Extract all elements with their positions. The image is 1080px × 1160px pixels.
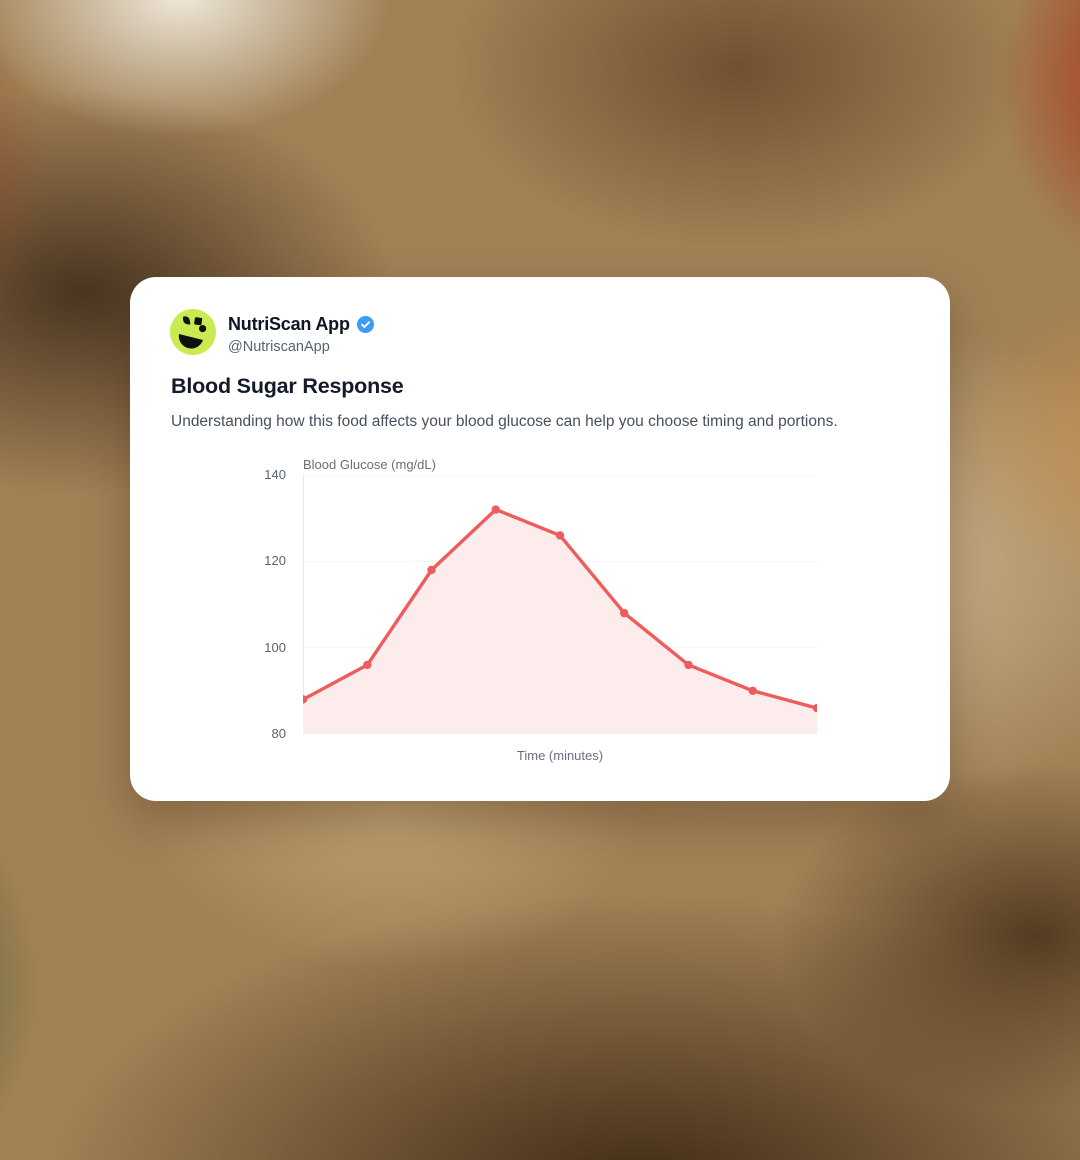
y-tick-label: 100: [264, 639, 286, 655]
y-axis-tick-labels: 80 100 120 140: [246, 467, 294, 741]
y-axis-title: Blood Glucose (mg/dL): [303, 457, 436, 472]
y-tick-label: 140: [264, 467, 286, 482]
nutriscan-logo-icon: [170, 309, 216, 355]
verified-check-icon: [356, 316, 374, 333]
post-description: Understanding how this food affects your…: [171, 413, 838, 430]
app-name: NutriScan App: [228, 314, 350, 334]
glucose-area-chart: [298, 474, 822, 735]
chart-plot-area: [298, 474, 822, 735]
y-tick-label: 120: [264, 553, 286, 569]
x-axis-label: Time (minutes): [516, 748, 604, 763]
y-tick-label: 80: [271, 726, 286, 741]
post-card: NutriScan App @NutriscanApp Blood Sugar …: [130, 277, 950, 801]
account-handle: @NutriscanApp: [228, 339, 330, 355]
post-title: Blood Sugar Response: [171, 374, 404, 398]
